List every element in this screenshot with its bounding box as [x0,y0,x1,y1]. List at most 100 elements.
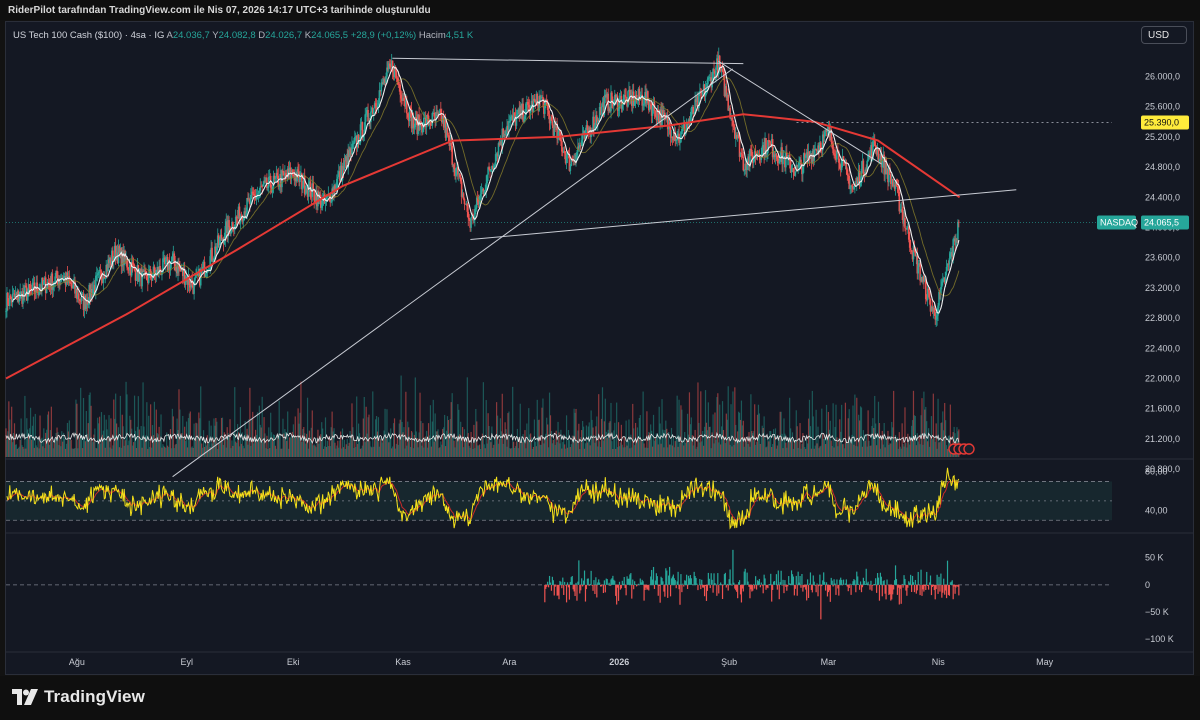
oscillator-bar [759,584,761,588]
candle-body [943,277,946,283]
candle-body [463,198,466,204]
candle-body [7,292,9,305]
oscillator-bar [687,575,690,585]
volume-bar [128,440,130,457]
volume-bar [739,419,742,457]
trendline[interactable] [470,189,1017,241]
candle-body [147,272,150,283]
volume-bar [864,440,866,457]
volume-bar [553,438,555,457]
volume-bar [387,437,389,457]
volume-bar [326,440,329,457]
volume-bar [699,442,701,457]
candle-body [739,153,742,157]
candle-body [870,145,872,156]
volume-bar [147,448,149,457]
candle-body [899,210,902,212]
candle-body [226,221,228,237]
close-value: 24.065,5 [311,30,349,41]
time-axis-tick: Mar [821,657,837,667]
candle-body [554,121,557,128]
volume-bar [338,447,340,457]
volume-bar [202,430,205,457]
volume-bar [751,431,753,457]
oscillator-bar [746,572,748,585]
tradingview-logo[interactable]: TradingView [12,687,145,707]
volume-bar [150,404,152,457]
oscillator-bar [736,584,738,592]
volume-bar [592,427,594,457]
candle-body [354,136,357,138]
currency-button[interactable]: USD [1141,26,1187,44]
candle-body [125,258,127,260]
candle-body [93,285,95,290]
oscillator-bar [604,584,606,593]
volume-bar [635,440,638,457]
oscillator-bar [582,580,585,585]
volume-bar [167,446,170,457]
candle-body [363,129,366,136]
oscillator-bar [678,584,680,590]
candle-body [311,183,314,197]
volume-bar [704,390,707,457]
volume-bar [283,433,285,457]
candle-body [204,273,207,278]
volume-bar [64,438,66,457]
candle-body [856,177,859,184]
oscillator-bar [749,584,751,599]
volume-bar [730,404,732,457]
oscillator-bar [670,578,673,585]
volume-bar [722,429,725,457]
volume-bar [401,421,403,457]
trendlines[interactable] [172,57,1017,478]
candle-body [689,116,692,122]
volume-bar [453,440,455,457]
trendline[interactable] [392,57,744,65]
candle-body [437,112,439,114]
volume-bar [172,416,174,457]
candle-body [706,79,709,88]
candle-body [445,127,448,138]
volume-bar [895,438,898,457]
candle-body [8,304,10,307]
volume-bar [654,437,657,457]
trendline[interactable] [718,60,882,165]
volume-bar [576,442,578,457]
candle-body [25,285,27,288]
volume-bar [7,431,9,457]
oscillator-bar [559,580,561,585]
volume-bar [164,446,166,457]
candle-body [884,159,886,175]
trendline[interactable] [172,68,733,478]
volume-bar [333,428,335,457]
volume-bar [194,438,196,457]
candle-body [357,134,360,144]
oscillator-bar [667,584,669,598]
price-axis-tick: 25.200,0 [1145,132,1180,142]
volume-bar [241,432,243,457]
candle-body [241,216,244,222]
oscillator-bar [876,584,878,593]
candle-body [498,143,501,146]
volume-bar [747,444,749,457]
candle-body [600,106,603,115]
candle-body [791,168,794,169]
oscillator-bar [784,580,786,585]
candle-body [548,114,551,124]
volume-bar [824,444,827,457]
volume-bar [271,437,274,457]
candle-body [925,299,928,301]
candle-body [888,167,890,183]
volume-bar [488,426,490,457]
volume-bar [678,399,680,457]
oscillator-bar [614,580,616,585]
chart-frame[interactable] [5,21,1194,675]
candle-body [458,173,461,177]
volume-bars [5,375,975,457]
oscillator-bar [823,572,825,585]
symbol-name[interactable]: US Tech 100 Cash ($100) · 4sa · IG [13,30,165,41]
volume-bar [357,443,359,457]
candle-body [793,172,796,176]
candle-body [857,171,860,184]
